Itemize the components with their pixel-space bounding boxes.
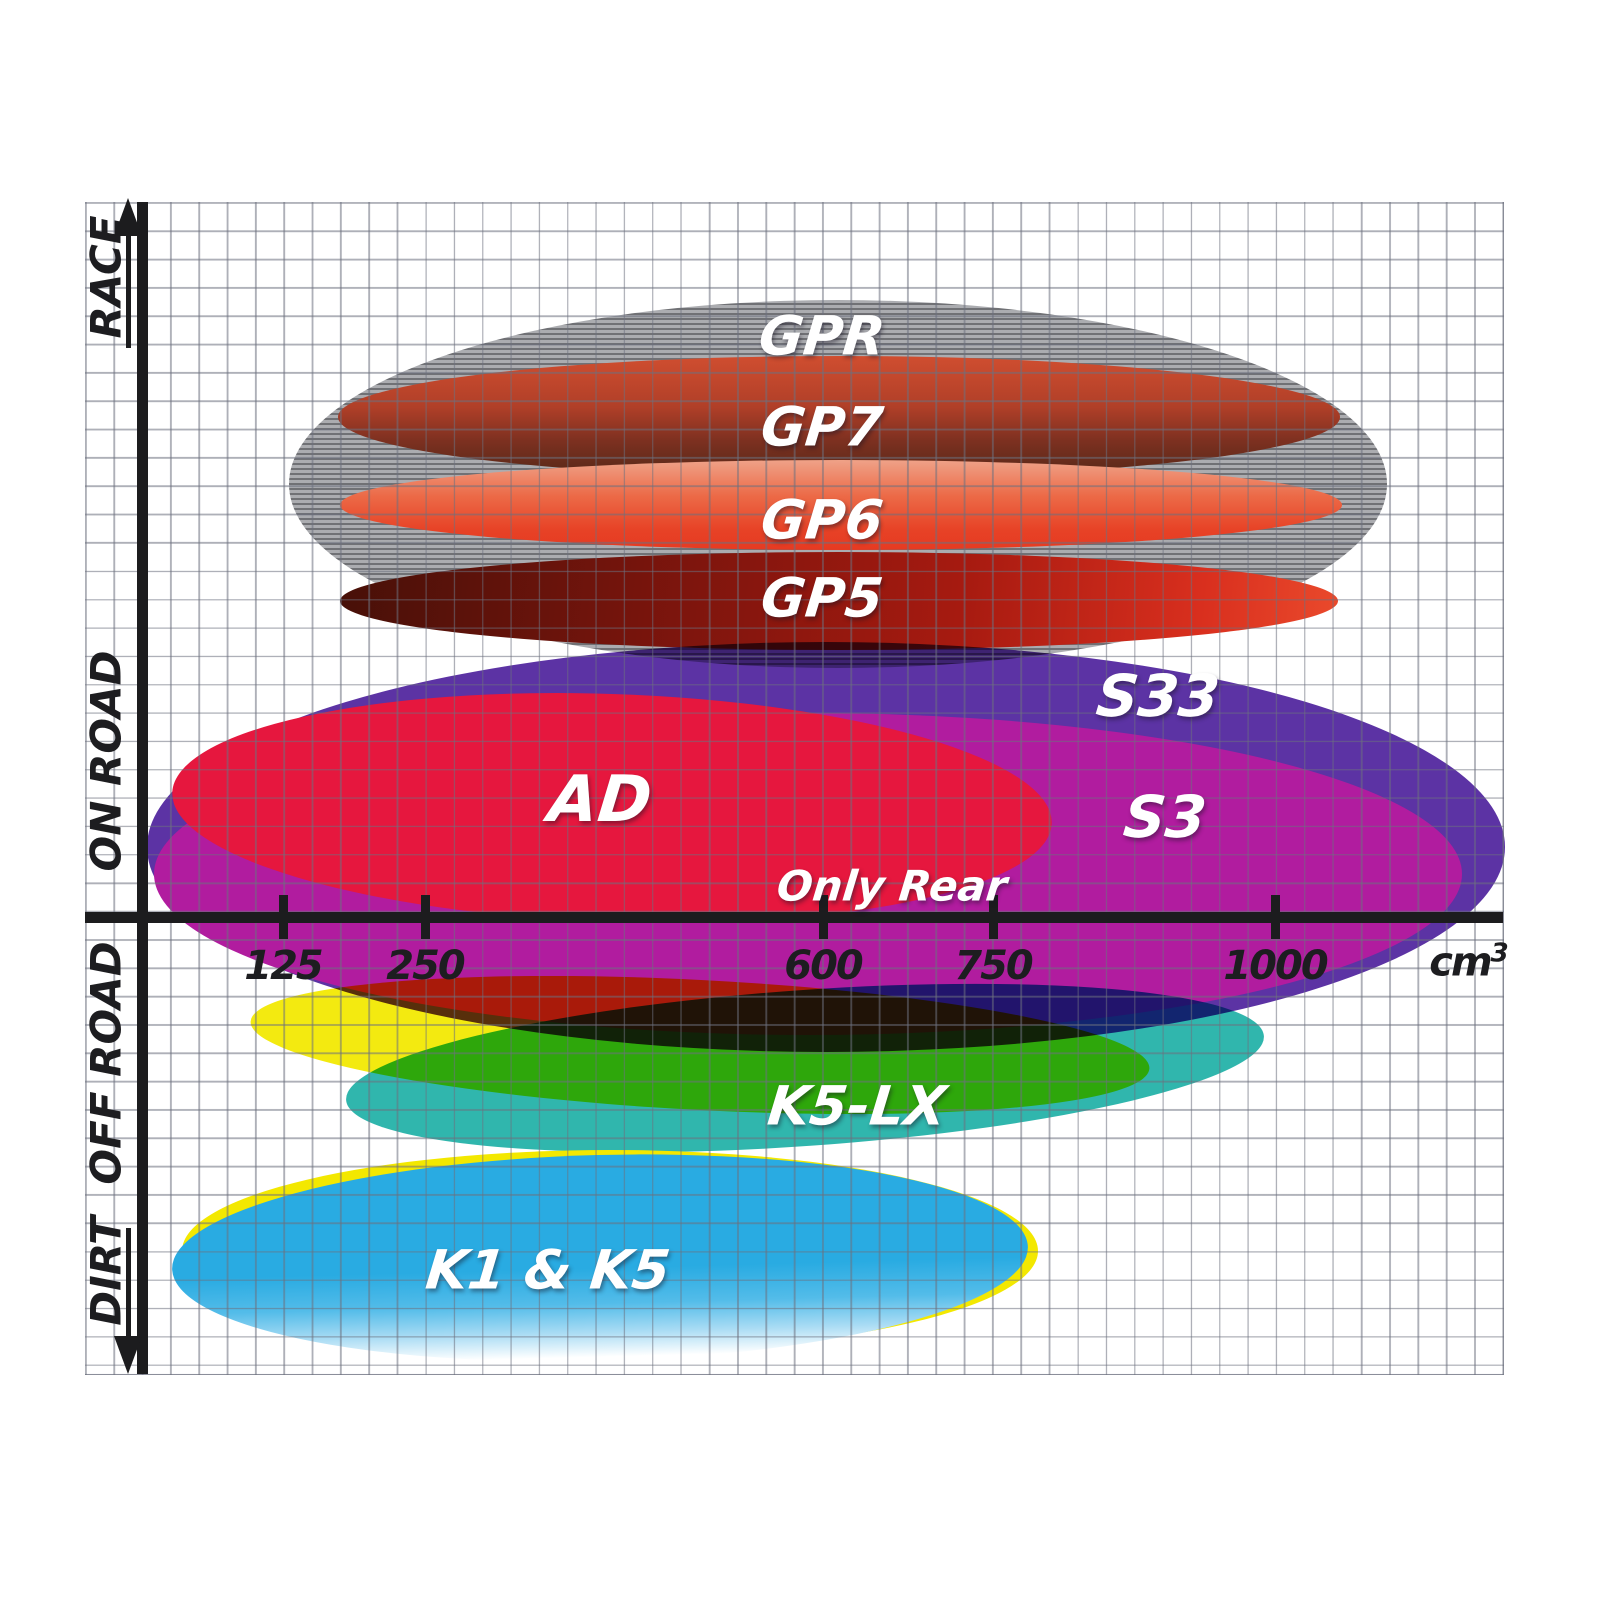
y-category-dirt: DIRT bbox=[81, 1216, 131, 1326]
label-gp7: GP7 bbox=[757, 395, 887, 459]
race-arrow-line bbox=[126, 232, 131, 348]
x-tick-250 bbox=[421, 895, 430, 939]
x-tick-label-1000: 1000 bbox=[1223, 943, 1328, 989]
label-k1k5: K1 & K5 bbox=[422, 1238, 674, 1302]
x-axis-unit-base: cm bbox=[1429, 939, 1492, 986]
x-tick-label-600: 600 bbox=[784, 943, 863, 989]
x-tick-750 bbox=[989, 895, 998, 939]
label-gp5: GP5 bbox=[757, 566, 887, 630]
x-tick-label-250: 250 bbox=[386, 943, 465, 989]
x-tick-1000 bbox=[1271, 895, 1280, 939]
label-k5lx: K5-LX bbox=[764, 1074, 950, 1138]
y-axis bbox=[137, 202, 148, 1374]
y-category-on-road: ON ROAD bbox=[81, 650, 131, 872]
up-arrow-icon bbox=[114, 198, 142, 236]
x-tick-125 bbox=[279, 895, 288, 939]
x-axis-unit-exponent: 3 bbox=[1490, 938, 1509, 969]
label-gpr: GPR bbox=[755, 304, 889, 368]
annotation-only-rear: Only Rear bbox=[774, 861, 1010, 911]
label-s33: S33 bbox=[1093, 662, 1223, 730]
label-gp6: GP6 bbox=[757, 488, 887, 552]
x-tick-label-125: 125 bbox=[244, 943, 323, 989]
dirt-arrow-line bbox=[126, 1228, 131, 1338]
down-arrow-icon bbox=[114, 1336, 142, 1374]
y-category-off-road: OFF ROAD bbox=[81, 941, 131, 1185]
x-axis-unit: cm3 bbox=[1429, 938, 1509, 986]
label-s3: S3 bbox=[1120, 783, 1210, 851]
x-tick-label-750: 750 bbox=[954, 943, 1033, 989]
label-ad: AD bbox=[544, 763, 656, 837]
x-axis bbox=[85, 912, 1503, 923]
x-tick-600 bbox=[819, 895, 828, 939]
